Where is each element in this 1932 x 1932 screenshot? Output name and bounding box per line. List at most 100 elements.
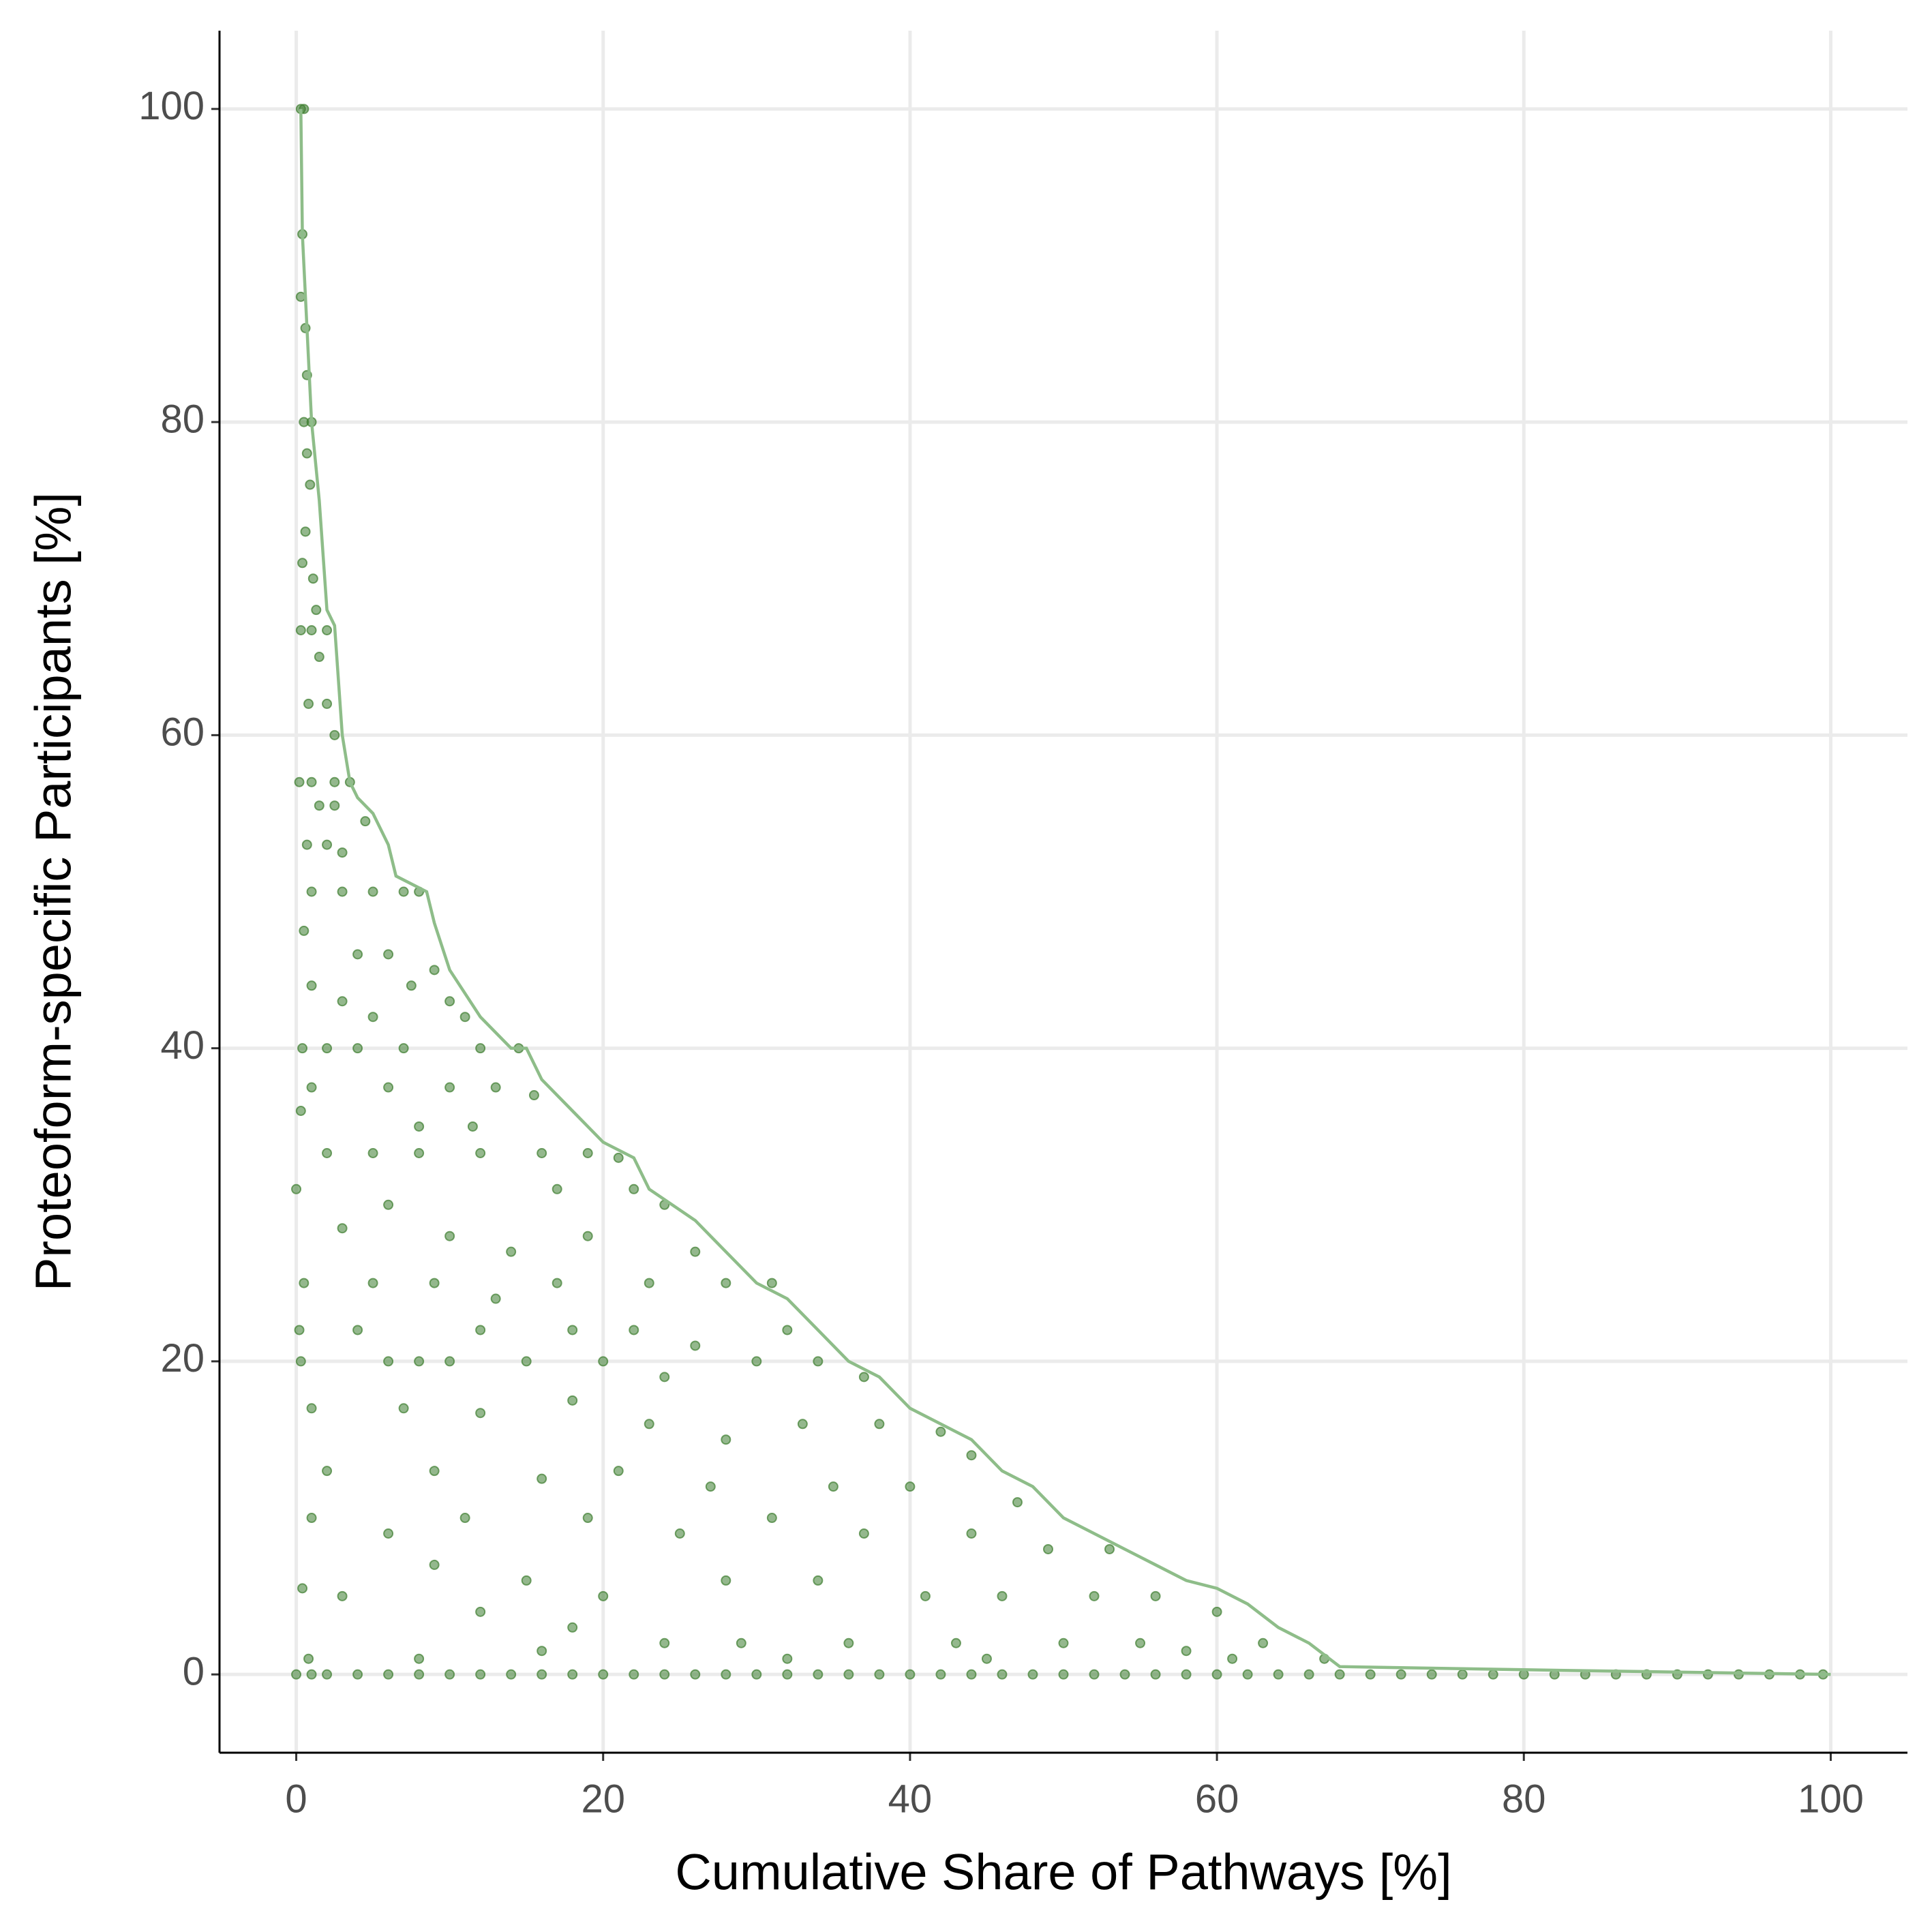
point [306, 1082, 317, 1093]
point [966, 1669, 977, 1680]
x-tick-label: 80 [1502, 1777, 1546, 1821]
point [813, 1669, 824, 1680]
point [383, 1199, 394, 1210]
point [311, 605, 322, 616]
point [613, 1466, 624, 1477]
point [920, 1590, 931, 1601]
x-tick-label: 100 [1798, 1777, 1864, 1821]
point [797, 1419, 808, 1430]
point [567, 1669, 578, 1680]
point [322, 839, 333, 850]
point [459, 1012, 470, 1023]
point [966, 1528, 977, 1539]
point [813, 1575, 824, 1586]
point [414, 1121, 425, 1132]
point [950, 1637, 961, 1648]
point [629, 1183, 639, 1194]
x-tick-label: 20 [581, 1777, 625, 1821]
y-axis-title: Proteoform-specific Participants [%] [25, 492, 82, 1291]
point [429, 1466, 440, 1477]
point [291, 1183, 302, 1194]
point [367, 886, 378, 897]
point [598, 1356, 609, 1367]
point [582, 1231, 593, 1241]
point [367, 1012, 378, 1023]
point [874, 1419, 885, 1430]
point [506, 1246, 517, 1257]
point [1303, 1669, 1314, 1680]
x-tick-label: 0 [285, 1777, 307, 1821]
point [429, 965, 440, 976]
point [582, 1513, 593, 1524]
point [644, 1278, 654, 1288]
point [306, 1403, 317, 1414]
point [1181, 1669, 1192, 1680]
point [528, 1090, 539, 1101]
point [303, 698, 314, 709]
point [444, 1231, 455, 1241]
point [414, 1669, 425, 1680]
point [383, 1528, 394, 1539]
point [1150, 1669, 1161, 1680]
point [398, 1043, 409, 1054]
point [352, 949, 363, 960]
point [1365, 1669, 1376, 1680]
grid [220, 31, 1907, 1753]
point [322, 1043, 333, 1054]
point [1518, 1669, 1529, 1680]
point [337, 847, 348, 858]
point [459, 1513, 470, 1524]
point [843, 1669, 854, 1680]
point [475, 1043, 486, 1054]
point [383, 1082, 394, 1093]
point [629, 1325, 639, 1335]
point [398, 1403, 409, 1414]
point [690, 1246, 701, 1257]
point [475, 1325, 486, 1335]
point [329, 800, 340, 811]
point [582, 1147, 593, 1158]
point [843, 1637, 854, 1648]
point [721, 1669, 731, 1680]
point [300, 526, 311, 537]
point [1119, 1669, 1130, 1680]
point [367, 1147, 378, 1158]
point [1104, 1543, 1115, 1554]
point [567, 1395, 578, 1406]
point [1488, 1669, 1498, 1680]
point [1135, 1637, 1146, 1648]
point [1395, 1669, 1406, 1680]
point [360, 816, 371, 827]
point [521, 1356, 532, 1367]
y-tick-label: 80 [160, 397, 205, 441]
point [1089, 1669, 1100, 1680]
point [337, 1590, 348, 1601]
point [297, 558, 308, 569]
point [306, 1513, 317, 1524]
y-tick-label: 100 [138, 84, 205, 128]
point [766, 1278, 777, 1288]
point [782, 1669, 793, 1680]
point [490, 1293, 501, 1304]
point [297, 1043, 308, 1054]
point [751, 1356, 762, 1367]
point [1457, 1669, 1468, 1680]
point [966, 1450, 977, 1461]
point [766, 1513, 777, 1524]
x-tick-label: 60 [1195, 1777, 1239, 1821]
point [1334, 1669, 1345, 1680]
point [905, 1481, 916, 1492]
point [1012, 1497, 1023, 1508]
point [306, 886, 317, 897]
point [467, 1121, 478, 1132]
point [295, 625, 306, 636]
point [475, 1147, 486, 1158]
y-tick-label: 60 [160, 710, 205, 755]
y-tick-label: 0 [183, 1650, 205, 1694]
point [1227, 1653, 1238, 1664]
point [314, 652, 324, 663]
point [414, 1147, 425, 1158]
point [444, 1669, 455, 1680]
point [1426, 1669, 1437, 1680]
point [521, 1575, 532, 1586]
